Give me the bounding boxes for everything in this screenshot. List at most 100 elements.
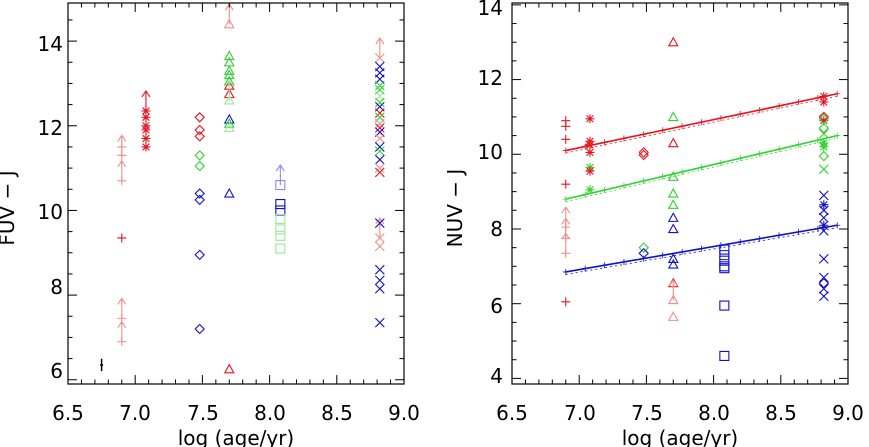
data-point-square: [719, 250, 730, 261]
fit-line-blue-tick: [795, 228, 802, 235]
data-point-star: [585, 185, 595, 195]
fit-line-green-tick: [737, 155, 744, 162]
fit-line-red-tick: [640, 131, 647, 138]
left-xtick-label: 8.0: [254, 401, 286, 425]
upper-limit-arrow: [375, 216, 385, 238]
data-point-square: [719, 300, 730, 311]
upper-limit-arrow: [117, 297, 127, 319]
data-point-triangle: [667, 187, 679, 198]
fit-line-blue-tick: [776, 232, 783, 239]
fit-line-green-tick: [795, 141, 802, 148]
data-point-cross: [374, 275, 385, 286]
data-point-cross: [818, 190, 829, 201]
data-point-star: [141, 112, 151, 122]
data-point-star: [819, 91, 829, 101]
left-xtick-label: 8.5: [321, 401, 353, 425]
data-point-diamond: [818, 122, 830, 134]
fit-line-red-tick: [756, 106, 763, 113]
right-xtick-label: 7.5: [631, 401, 663, 425]
right-xtick-label: 9.0: [832, 401, 864, 425]
data-point-triangle: [667, 36, 679, 47]
fit-line-red-tick: [717, 115, 724, 122]
fit-line-red-dashed: [565, 95, 838, 154]
fit-line-red-tick: [834, 90, 841, 97]
fit-line-red-tick: [620, 135, 627, 142]
fit-line-green-tick: [776, 146, 783, 153]
left-plot-area: [100, 3, 385, 374]
left-xtick-label: 7.0: [119, 401, 151, 425]
fit-line-green-tick: [814, 137, 821, 144]
fit-line-red-tick: [679, 123, 686, 130]
data-point-cross: [374, 122, 385, 133]
data-point-diamond: [818, 277, 830, 289]
data-point-square: [275, 205, 286, 216]
right-axes-frame: [511, 2, 849, 385]
data-point-star: [819, 116, 829, 126]
right-xtick-label: 7.0: [564, 401, 596, 425]
data-point-cross: [374, 241, 385, 252]
fit-line-blue-tick: [834, 222, 841, 229]
data-point-diamond: [194, 160, 205, 172]
left-axes-frame: [67, 2, 405, 385]
data-point-diamond: [194, 194, 205, 206]
data-point-triangle: [223, 65, 235, 75]
data-point-diamond: [194, 124, 205, 136]
fit-line-blue-tick: [679, 248, 686, 255]
fit-line-blue-tick: [659, 252, 666, 259]
fit-line-blue-tick: [756, 235, 763, 242]
data-point-diamond: [818, 150, 830, 162]
right-plot-area: [561, 36, 841, 362]
data-point-diamond: [194, 131, 205, 142]
fit-line-blue-tick: [601, 262, 608, 269]
data-point-triangle: [223, 363, 235, 374]
data-point-star: [585, 166, 595, 176]
left-ytick-label: 10: [38, 200, 63, 224]
fit-line-red-tick: [562, 147, 569, 154]
upper-limit-arrow: [561, 232, 571, 254]
fit-line-blue-tick: [640, 255, 647, 262]
data-point-triangle: [223, 18, 235, 29]
left-xtick-label: 7.5: [187, 401, 219, 425]
left-y-axis-label: FUV − J: [0, 170, 19, 245]
data-point-star: [585, 140, 595, 150]
data-point-triangle: [223, 69, 235, 80]
data-point-star: [585, 147, 595, 157]
data-point-cross: [818, 283, 829, 294]
data-point-triangle: [667, 111, 679, 122]
right-xtick-label: 6.5: [496, 401, 528, 425]
upper-limit-arrow: [275, 164, 285, 186]
fit-line-green-tick: [698, 164, 705, 171]
data-point-plus: [561, 179, 571, 189]
data-point-cross: [374, 264, 385, 275]
fit-line-blue-tick: [562, 268, 569, 275]
data-point-diamond: [194, 323, 205, 335]
data-point-square: [275, 243, 286, 254]
data-point-triangle: [667, 223, 679, 234]
fit-line-green-tick: [679, 168, 686, 175]
data-point-cross: [374, 133, 385, 144]
right-ytick-label: 4: [490, 364, 503, 388]
data-point-square: [275, 224, 286, 235]
data-point-cross: [818, 225, 829, 236]
data-point-triangle: [223, 94, 235, 105]
data-point-cross: [818, 291, 829, 302]
right-ytick-label: 6: [490, 294, 503, 318]
fit-line-red-tick: [601, 139, 608, 146]
upper-limit-arrow: [117, 320, 127, 342]
right-xtick-label: 8.5: [765, 401, 797, 425]
data-point-diamond: [638, 242, 649, 253]
fit-line-blue-dashed: [565, 227, 838, 275]
left-panel: 6 8 10 12 14 6.5 7.0 7.5 8.0 8.5 9.0 log…: [0, 2, 420, 447]
upper-limit-arrow: [224, 79, 234, 101]
right-panel: 4 6 8 10 12 14 6.5 7.0 7.5 8.0 8.5 9.0 l…: [443, 0, 864, 447]
fit-line-green-tick: [582, 191, 589, 198]
data-point-cross: [374, 167, 385, 178]
fit-line-red-tick: [737, 111, 744, 118]
data-point-square: [719, 263, 730, 274]
data-point-cross: [374, 163, 385, 173]
left-ytick-label: 6: [50, 359, 63, 383]
right-xtick-label: 8.0: [698, 401, 730, 425]
data-point-square: [275, 199, 286, 210]
data-point-cross: [374, 142, 385, 152]
data-point-square: [275, 179, 286, 191]
